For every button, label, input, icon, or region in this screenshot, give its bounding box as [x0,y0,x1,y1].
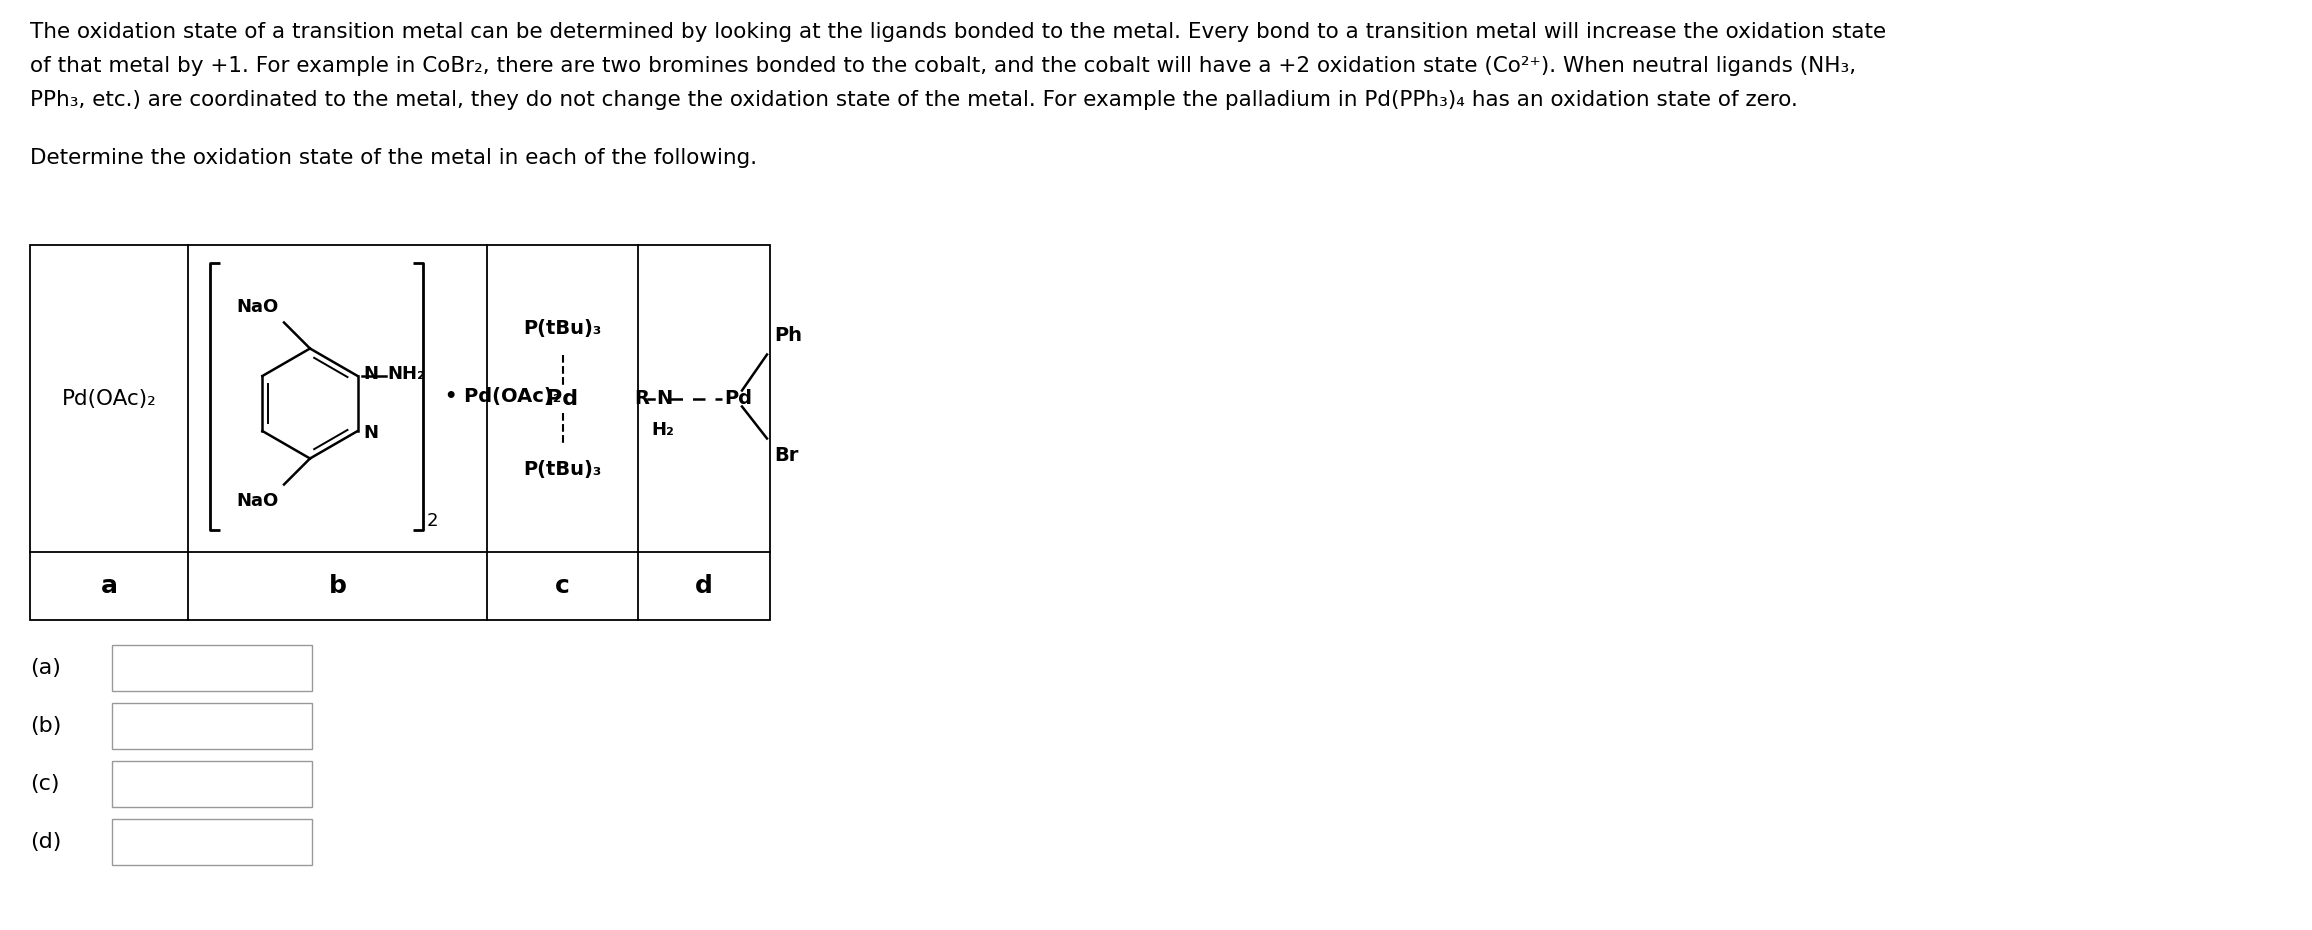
Text: (a): (a) [30,658,60,678]
Bar [111,761,312,807]
Text: Pd: Pd [546,389,578,408]
Text: • Pd(OAc)₂: • Pd(OAc)₂ [444,387,562,406]
Text: PPh₃, etc.) are coordinated to the metal, they do not change the oxidation state: PPh₃, etc.) are coordinated to the metal… [30,90,1799,110]
Text: b: b [328,574,347,598]
Bar [111,819,312,865]
Text: Determine the oxidation state of the metal in each of the following.: Determine the oxidation state of the met… [30,148,756,168]
Text: a: a [99,574,118,598]
Text: (b): (b) [30,716,62,736]
Text: Ph: Ph [775,326,802,344]
Text: Br: Br [775,445,798,464]
Text: Pd: Pd [724,389,751,408]
Text: R: R [633,389,650,408]
Text: (c): (c) [30,774,60,794]
Text: N: N [363,365,379,383]
Text: N: N [363,424,379,442]
Text: H₂: H₂ [652,420,675,439]
Bar [111,645,312,691]
Text: c: c [555,574,571,598]
Text: NaO: NaO [236,491,280,510]
Text: The oxidation state of a transition metal can be determined by looking at the li: The oxidation state of a transition meta… [30,22,1887,42]
Text: d: d [696,574,712,598]
Text: P(tBu)₃: P(tBu)₃ [523,459,601,479]
Bar [30,245,770,620]
Text: NaO: NaO [236,298,280,315]
Text: 2: 2 [428,512,439,530]
Text: NH₂: NH₂ [388,365,425,383]
Text: N: N [657,389,673,408]
Text: (d): (d) [30,832,62,852]
Text: Pd(OAc)₂: Pd(OAc)₂ [62,389,157,408]
Bar [111,703,312,749]
Text: of that metal by +1. For example in CoBr₂, there are two bromines bonded to the : of that metal by +1. For example in CoBr… [30,56,1857,76]
Text: P(tBu)₃: P(tBu)₃ [523,318,601,338]
